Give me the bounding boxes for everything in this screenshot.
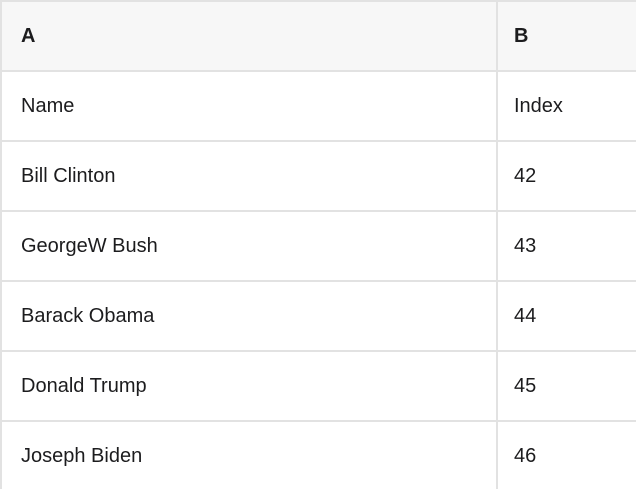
table-row: Donald Trump 45 [2,352,636,422]
header-row: A B [2,2,636,72]
cell-name-joseph-biden[interactable]: Joseph Biden [2,422,498,489]
table-row: GeorgeW Bush 43 [2,212,636,282]
cell-text: Joseph Biden [21,444,143,467]
cell-text: Donald Trump [21,374,147,397]
cell-name-donald-trump[interactable]: Donald Trump [2,352,498,420]
table-row: Barack Obama 44 [2,282,636,352]
cell-index-43[interactable]: 43 [498,212,636,280]
cell-text: 46 [514,444,537,467]
cell-text: 43 [514,234,537,257]
cell-text: Name [21,94,75,117]
cell-index-header[interactable]: Index [498,72,636,140]
cell-index-45[interactable]: 45 [498,352,636,420]
cell-name-bill-clinton[interactable]: Bill Clinton [2,142,498,210]
table-row: Bill Clinton 42 [2,142,636,212]
cell-text: GeorgeW Bush [21,234,158,257]
column-header-a-label: A [21,24,36,47]
cell-text: 45 [514,374,537,397]
cell-name-barack-obama[interactable]: Barack Obama [2,282,498,350]
table-row: Joseph Biden 46 [2,422,636,489]
cell-name-header[interactable]: Name [2,72,498,140]
column-header-a[interactable]: A [2,2,498,70]
column-header-b[interactable]: B [498,2,636,70]
cell-text: Barack Obama [21,304,155,327]
cell-text: 44 [514,304,537,327]
cell-index-42[interactable]: 42 [498,142,636,210]
cell-name-georgew-bush[interactable]: GeorgeW Bush [2,212,498,280]
cell-text: Index [514,94,563,117]
cell-index-46[interactable]: 46 [498,422,636,489]
cell-index-44[interactable]: 44 [498,282,636,350]
cell-text: Bill Clinton [21,164,116,187]
cell-text: 42 [514,164,537,187]
column-header-b-label: B [514,24,529,47]
table-row: Name Index [2,72,636,142]
